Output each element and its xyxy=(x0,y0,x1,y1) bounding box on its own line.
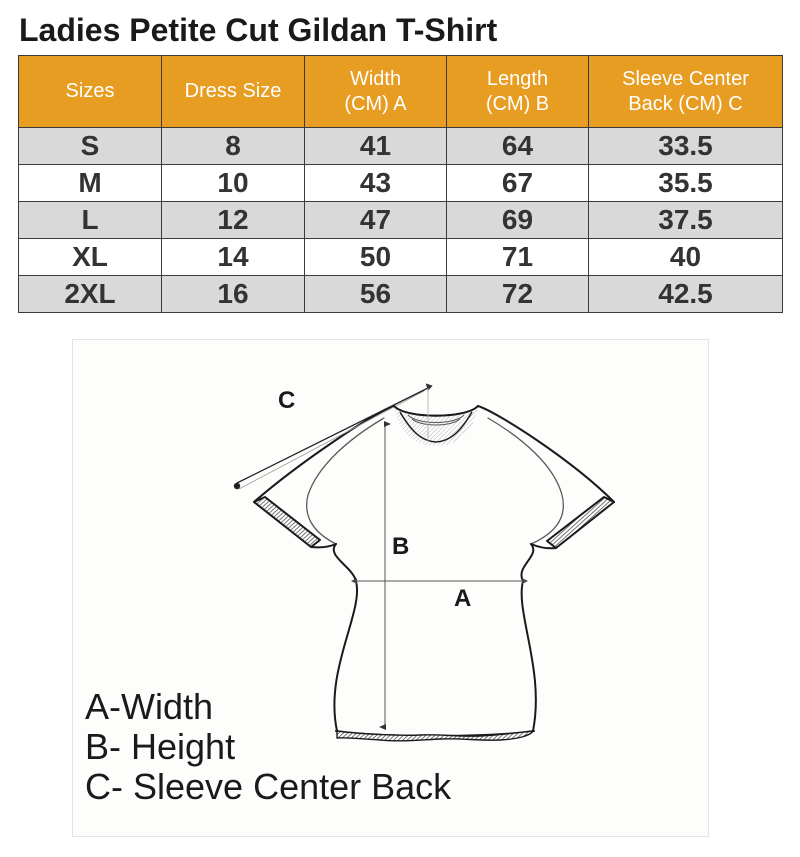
svg-text:B- Height: B- Height xyxy=(85,726,235,767)
svg-text:C- Sleeve Center Back: C- Sleeve Center Back xyxy=(85,766,452,807)
svg-text:C: C xyxy=(278,387,295,414)
svg-text:A: A xyxy=(454,585,471,612)
svg-text:A-Width: A-Width xyxy=(85,686,213,727)
svg-text:B: B xyxy=(392,533,409,560)
